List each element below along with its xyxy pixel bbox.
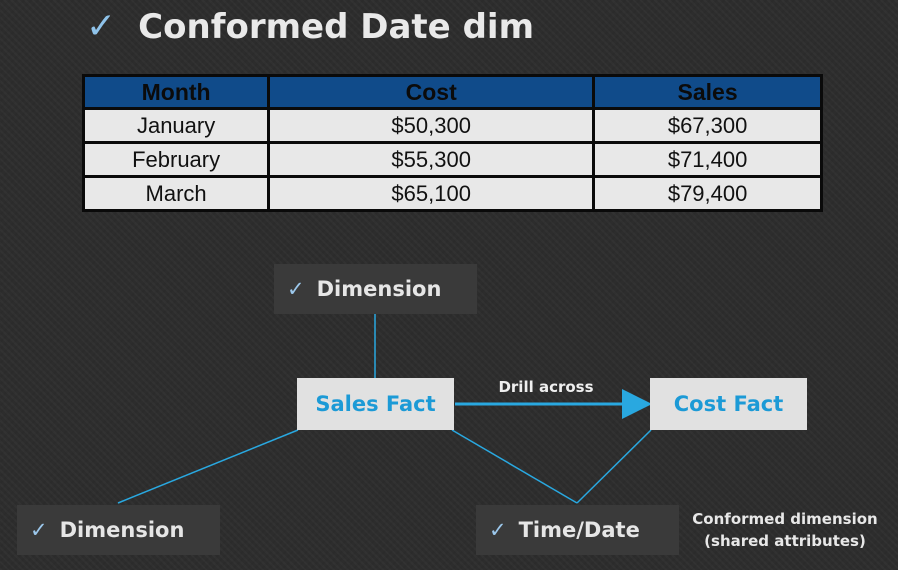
cell-month: February <box>81 141 271 178</box>
time-dimension-box: ✓ Time/Date <box>476 505 679 555</box>
checkmark-icon: ✓ <box>287 277 305 301</box>
checkmark-icon: ✓ <box>30 518 48 542</box>
connector-left-dimension <box>117 429 299 504</box>
conformed-dimension-note: Conformed dimension (shared attributes) <box>680 508 890 552</box>
cell-sales: $79,400 <box>592 175 823 212</box>
note-line-2: (shared attributes) <box>704 532 866 550</box>
cell-month: January <box>81 107 271 144</box>
cell-sales: $67,300 <box>592 107 823 144</box>
connector-sales-to-time <box>451 429 578 504</box>
top-dimension-label: Dimension <box>316 277 442 301</box>
title-text: Conformed Date dim <box>138 6 535 47</box>
cost-fact-label: Cost Fact <box>673 392 784 416</box>
note-line-1: Conformed dimension <box>692 510 878 528</box>
connector-cost-to-time <box>576 429 652 504</box>
cell-cost: $65,100 <box>267 175 596 212</box>
cell-cost: $50,300 <box>267 107 596 144</box>
cost-fact-box: Cost Fact <box>650 378 807 430</box>
left-dimension-box: ✓ Dimension <box>17 505 220 555</box>
header-sales: Sales <box>592 74 823 110</box>
table-row: January $50,300 $67,300 <box>81 107 823 144</box>
time-dimension-label: Time/Date <box>518 518 640 542</box>
table-header-row: Month Cost Sales <box>81 74 823 110</box>
header-cost: Cost <box>267 74 596 110</box>
sales-fact-box: Sales Fact <box>297 378 454 430</box>
table-row: February $55,300 $71,400 <box>81 141 823 178</box>
checkmark-icon: ✓ <box>489 518 507 542</box>
cell-month: March <box>81 175 271 212</box>
checkmark-icon: ✓ <box>86 6 117 47</box>
table-row: March $65,100 $79,400 <box>81 175 823 212</box>
cell-sales: $71,400 <box>592 141 823 178</box>
top-dimension-box: ✓ Dimension <box>274 264 477 314</box>
slide-title: ✓ Conformed Date dim <box>86 6 534 47</box>
sales-fact-label: Sales Fact <box>315 392 436 416</box>
left-dimension-label: Dimension <box>59 518 185 542</box>
drill-across-label: Drill across <box>498 378 594 396</box>
cost-sales-table: Month Cost Sales January $50,300 $67,300… <box>81 74 823 212</box>
header-month: Month <box>81 74 271 110</box>
cell-cost: $55,300 <box>267 141 596 178</box>
